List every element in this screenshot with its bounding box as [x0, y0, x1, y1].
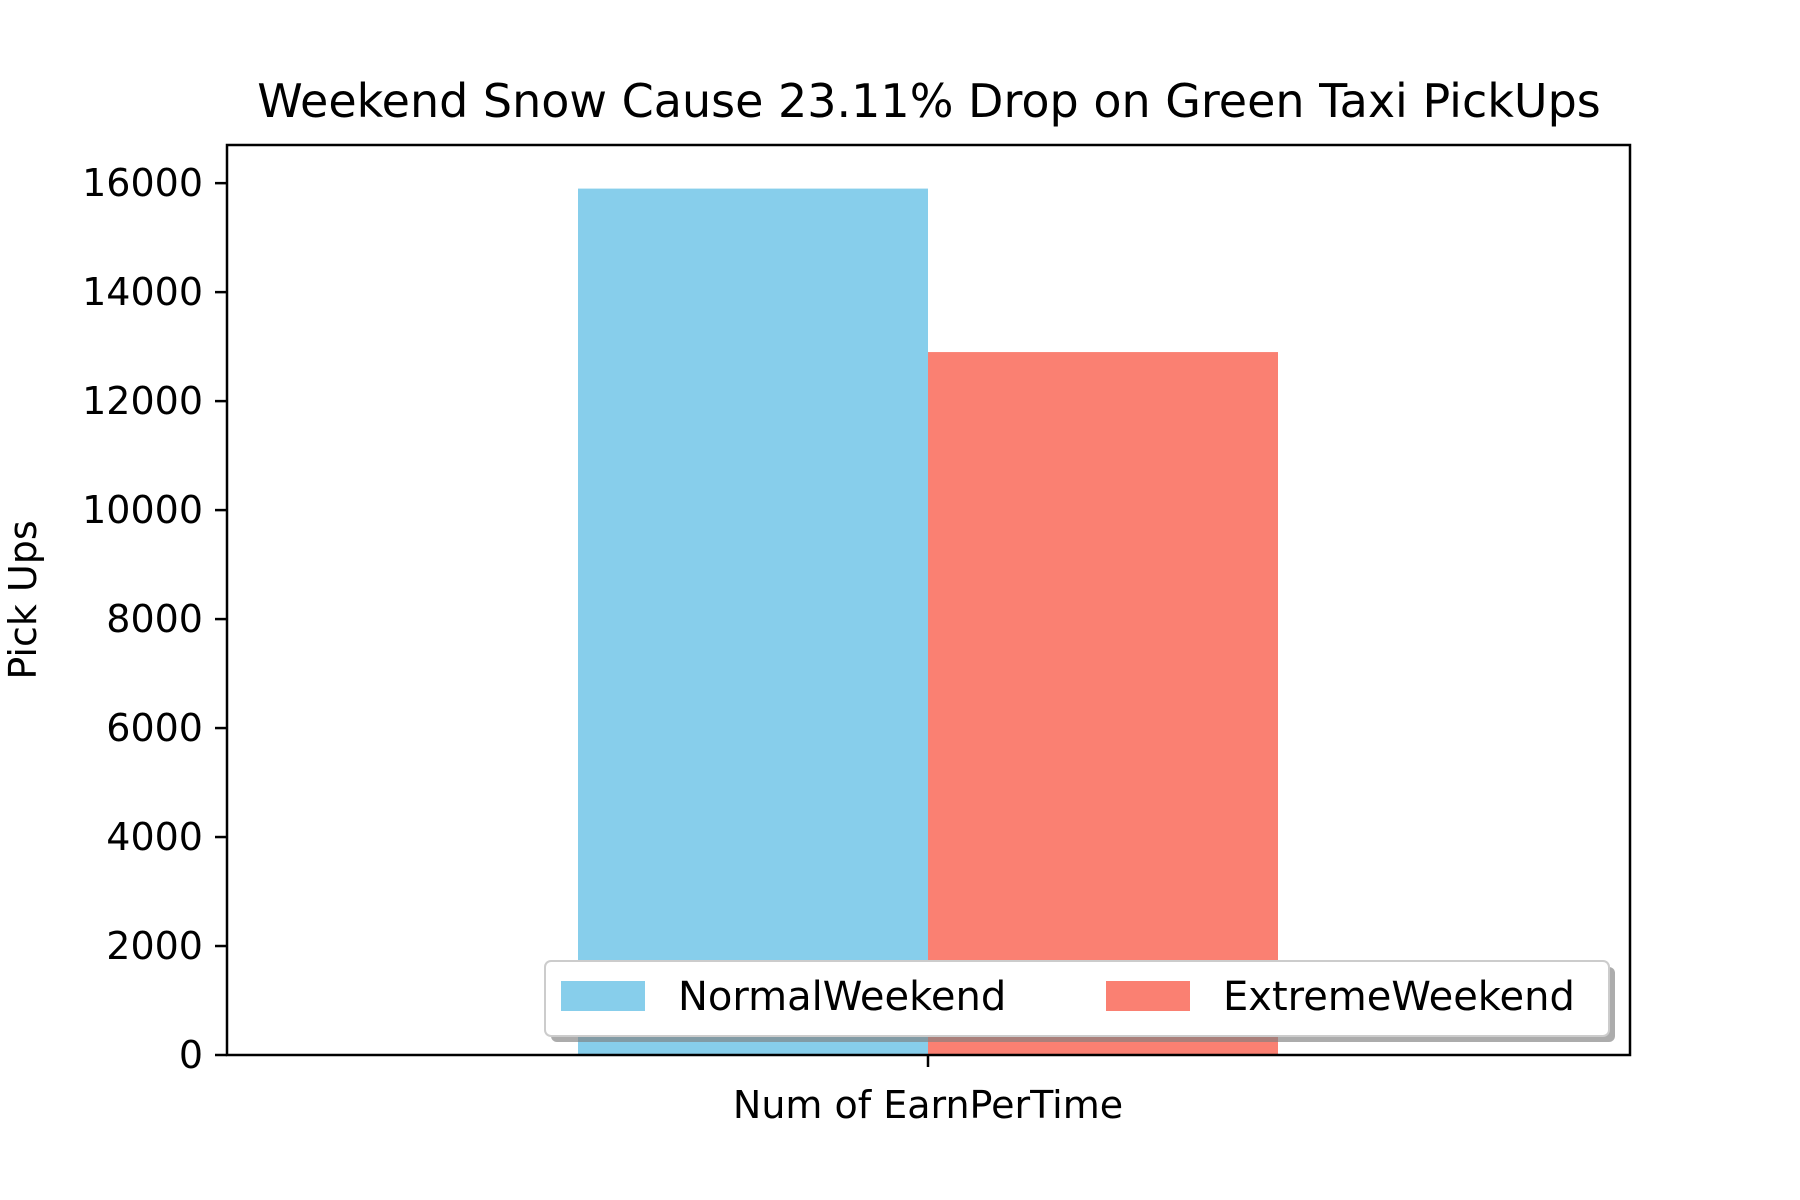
legend-box [544, 960, 1610, 1037]
bars [578, 188, 1278, 1055]
legend-label-normalweekend: NormalWeekend [678, 974, 1006, 1020]
y-tick-label: 10000 [82, 488, 203, 532]
plot-frame [225, 143, 1632, 1057]
legend-swatch-normalweekend [561, 981, 645, 1011]
y-tick-label: 14000 [82, 270, 203, 314]
legend-swatch-extremeweekend [1106, 981, 1190, 1011]
y-tick-label: 4000 [106, 815, 203, 859]
y-tick-label: 12000 [82, 379, 203, 423]
y-tick-label: 0 [179, 1033, 203, 1077]
chart-title: Weekend Snow Cause 23.11% Drop on Green … [257, 74, 1600, 128]
y-tick-label: 8000 [106, 597, 203, 641]
x-tick-label: Num of EarnPerTime [733, 1083, 1123, 1127]
y-tick-label: 16000 [82, 161, 203, 205]
y-axis-label: Pick Ups [1, 520, 45, 679]
y-tick-label: 6000 [106, 706, 203, 750]
y-axis: 0 2000 4000 6000 8000 10000 12000 14000 16000 [82, 161, 227, 1077]
bar-normalweekend [578, 188, 928, 1055]
y-tick-label: 2000 [106, 924, 203, 968]
bar-extremeweekend [928, 352, 1278, 1055]
legend-label-extremeweekend: ExtremeWeekend [1223, 974, 1575, 1020]
legend: NormalWeekend ExtremeWeekend [544, 960, 1615, 1042]
